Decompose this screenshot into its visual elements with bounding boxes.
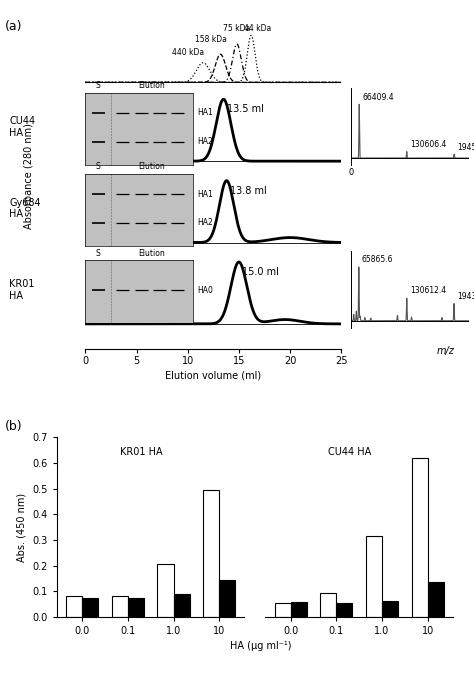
Bar xyxy=(112,596,128,617)
Text: 66409.4: 66409.4 xyxy=(362,93,394,102)
Bar xyxy=(428,582,444,617)
Text: 65865.6: 65865.6 xyxy=(362,256,393,264)
Bar xyxy=(128,598,144,617)
Text: 194513.1: 194513.1 xyxy=(457,142,474,152)
Text: 130612.4: 130612.4 xyxy=(410,287,446,296)
Bar xyxy=(382,601,398,617)
Bar xyxy=(337,603,352,617)
Text: 15.0 ml: 15.0 ml xyxy=(242,267,279,277)
Bar xyxy=(320,593,337,617)
Text: 158 kDa: 158 kDa xyxy=(195,35,227,44)
Text: Absorbance (280 nm): Absorbance (280 nm) xyxy=(23,123,34,229)
Text: HA (μg ml⁻¹): HA (μg ml⁻¹) xyxy=(230,641,292,651)
X-axis label: Elution volume (ml): Elution volume (ml) xyxy=(165,370,261,380)
Text: (b): (b) xyxy=(5,420,22,433)
Text: 440 kDa: 440 kDa xyxy=(172,47,204,56)
Text: (a): (a) xyxy=(5,20,22,33)
Text: 13.5 ml: 13.5 ml xyxy=(227,104,264,114)
Text: KR01
HA: KR01 HA xyxy=(9,279,35,300)
Bar xyxy=(82,598,98,617)
Bar xyxy=(203,490,219,617)
Bar xyxy=(66,596,82,617)
Bar xyxy=(173,594,190,617)
Text: 130606.4: 130606.4 xyxy=(410,140,446,149)
Text: 194387.0: 194387.0 xyxy=(457,292,474,301)
Bar xyxy=(274,603,291,617)
Bar xyxy=(366,536,382,617)
Text: KR01 HA: KR01 HA xyxy=(120,447,163,457)
Bar xyxy=(291,601,307,617)
Bar xyxy=(157,564,173,617)
Text: 44 kDa: 44 kDa xyxy=(244,24,271,33)
Text: 13.8 ml: 13.8 ml xyxy=(230,186,266,195)
Text: 75 kDa: 75 kDa xyxy=(223,24,250,33)
Text: m/z: m/z xyxy=(437,346,455,356)
Text: Gy684
HA: Gy684 HA xyxy=(9,198,41,219)
Text: CU44
HA: CU44 HA xyxy=(9,117,36,138)
Text: 0: 0 xyxy=(348,167,354,177)
Bar xyxy=(219,580,235,617)
Y-axis label: Abs. (450 nm): Abs. (450 nm) xyxy=(17,493,27,561)
Text: CU44 HA: CU44 HA xyxy=(328,447,372,457)
Bar xyxy=(412,458,428,617)
